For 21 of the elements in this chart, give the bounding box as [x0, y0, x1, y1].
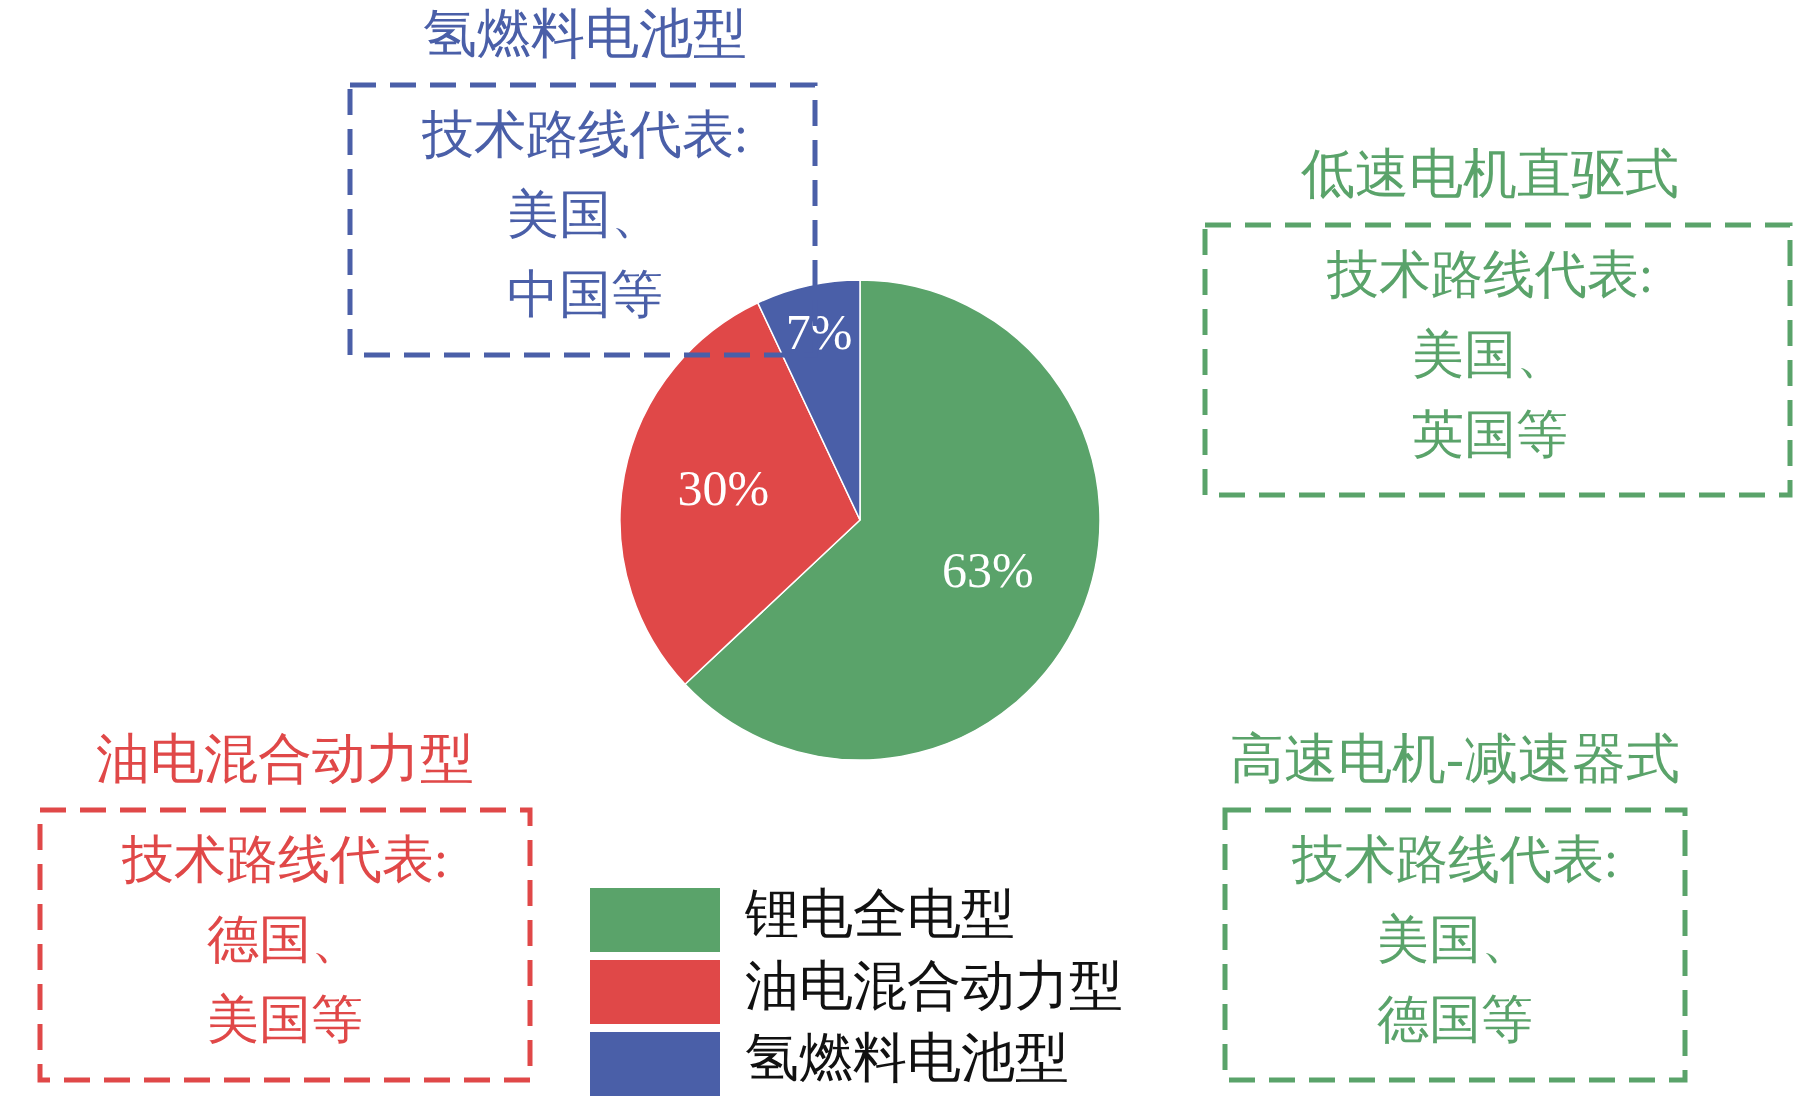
- text: 技术路线代表:: [1325, 245, 1654, 303]
- legend-label: 锂电全电型: [744, 884, 1015, 945]
- text: 高速电机-减速器式: [1230, 729, 1680, 790]
- data-label: 63%: [941, 541, 1034, 598]
- text: 技术路线代表:: [1290, 830, 1619, 888]
- legend-label: 油电混合动力型: [745, 956, 1123, 1017]
- text: 技术路线代表:: [120, 830, 449, 888]
- text: 中国等: [507, 265, 663, 323]
- text: 氢燃料电池型: [423, 4, 747, 65]
- text: 技术路线代表:: [420, 105, 749, 163]
- text: 英国等: [1412, 405, 1568, 463]
- text: 低速电机直驱式: [1301, 144, 1679, 205]
- text: 美国、: [507, 185, 663, 243]
- text: 美国、: [1377, 910, 1533, 968]
- text: 油电混合动力型: [96, 729, 474, 790]
- legend-label: 氢燃料电池型: [745, 1028, 1069, 1089]
- text: 德国、: [207, 910, 363, 968]
- text: 美国、: [1412, 325, 1568, 383]
- text: 美国等: [207, 990, 363, 1048]
- data-label: 30%: [677, 460, 770, 517]
- text: 德国等: [1377, 990, 1533, 1048]
